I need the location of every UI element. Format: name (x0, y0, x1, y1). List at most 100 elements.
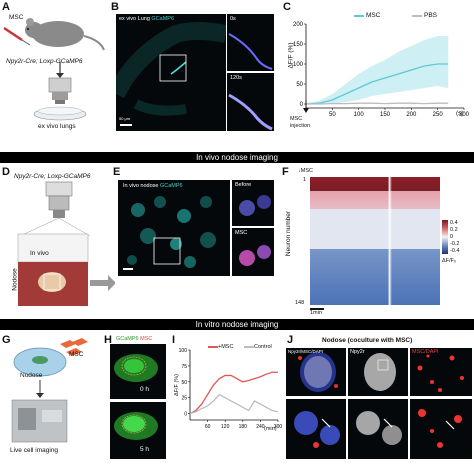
f-scale-bar (310, 308, 324, 310)
panel-d-letter: D (2, 166, 10, 178)
x-tick-label: 250 (433, 112, 444, 118)
j-msc-zoom (410, 399, 472, 459)
panel-g-letter: G (2, 334, 11, 346)
j-npy2r-image: Npy2r (348, 348, 408, 396)
panel-h: GCaMP6 MSC 0 h 5 h (108, 336, 168, 461)
heatmap-row (310, 275, 440, 277)
lung-micrograph: ex vivo Lung GCaMP6 50 μm (116, 14, 226, 131)
heatmap-row (310, 255, 440, 257)
j-merge-label: Npy2r/MSC/DAPI (288, 349, 324, 354)
x-tick-label: 240 (256, 424, 265, 430)
chart-i-xlabel: (min) (264, 426, 277, 432)
j-merge-zoom (286, 399, 346, 459)
heatmap-row (310, 183, 440, 185)
cbar-tick: 0 (450, 234, 454, 240)
cbar-tick: 0.4 (450, 220, 458, 226)
series-line (189, 371, 278, 415)
heatmap-row (310, 299, 440, 301)
y-tick-label: 100 (179, 348, 188, 354)
in-vivo-label: In vivo (30, 250, 49, 257)
panel-b-letter: B (111, 1, 119, 13)
nodose-gcamp-text: GCaMP6 (160, 183, 183, 189)
mouse-injection-illustration (3, 18, 105, 121)
heatmap-row (310, 217, 440, 219)
panel-j-letter: J (287, 334, 294, 346)
legend-i-control: Control (254, 344, 272, 350)
panel-e-letter: E (113, 166, 121, 178)
msc-injection-label: MSC injection (290, 116, 311, 129)
y-tick-label: 200 (293, 22, 304, 28)
heatmap-row (310, 215, 440, 217)
heatmap-row (310, 179, 440, 181)
heatmap-row (310, 257, 440, 259)
j-npy2r-label: Npy2r (350, 349, 365, 355)
heatmap-row (310, 209, 440, 211)
g-msc-label: MSC (69, 351, 84, 358)
heatmap-row (310, 273, 440, 275)
banner-in-vitro: In vitro nodose imaging (0, 319, 474, 330)
x-tick-label: 300 (459, 112, 470, 118)
f-msc-text: MSC (300, 168, 313, 174)
heatmap-row (310, 191, 440, 193)
panel-f: ↓MSC Neuron number 1 148 1min 0.4 0.2 0 … (284, 168, 474, 316)
legend-c-pbs: PBS (424, 12, 438, 19)
heatmap-row (310, 289, 440, 291)
j-msc-image: MSC/DAPI (410, 348, 472, 396)
panel-d: Npy2r-Cre; Loxp-GCaMP6 In vivo Nodose (0, 168, 115, 310)
lung-inset-0s: 0s (227, 14, 274, 71)
panel-i: 60 120 180 240 300 0 25 50 75 100 +MSC Control ΔF… (174, 334, 284, 434)
j-title: Nodose (coculture with MSC) (322, 337, 413, 344)
heatmap-row (310, 239, 440, 241)
mouse-genotype: Npy2r-Cre; Loxp-GCaMP6 (6, 58, 83, 65)
heatmap-row (310, 185, 440, 187)
cbar-tick: -0.4 (450, 248, 460, 254)
h-image-0h: 0 h (110, 344, 166, 399)
heatmap-row (310, 285, 440, 287)
heatmap-row (310, 301, 440, 303)
x-tick-label: 100 (354, 112, 365, 118)
heatmap-row (310, 243, 440, 245)
lung-inset-120s: 120s (227, 73, 274, 131)
heatmap-row (310, 253, 440, 255)
nodose-micrograph: In vivo nodose GCaMP6 (118, 180, 230, 276)
h-label-0h: 0 h (140, 386, 150, 393)
h-legend: GCaMP6 MSC (116, 336, 152, 342)
heatmap-row (310, 283, 440, 285)
heatmap-row (310, 231, 440, 233)
heatmap-row (310, 227, 440, 229)
legend-c-msc: MSC (366, 12, 381, 19)
f-msc-marker: ↓MSC (298, 168, 313, 174)
h-msc-text: MSC (140, 336, 153, 342)
heatmap-row (310, 181, 440, 183)
panel-g: MSC Nodose Live cell imaging (0, 334, 105, 461)
g-caption: Live cell imaging (10, 447, 59, 454)
series-band (306, 36, 449, 104)
heatmap-row (310, 197, 440, 199)
nodose-title: In vivo nodose GCaMP6 (123, 183, 183, 189)
h-label-5h: 5 h (140, 446, 150, 453)
heatmap-row (310, 187, 440, 189)
heatmap-row (310, 261, 440, 263)
y-tick-label: 75 (181, 364, 187, 370)
heatmap-row (310, 269, 440, 271)
y-tick-label: 25 (181, 396, 187, 402)
heatmap-row (310, 279, 440, 281)
inset-0s-label: 0s (230, 16, 236, 22)
y-tick-label: 150 (293, 42, 304, 48)
x-tick-label: 60 (205, 424, 211, 430)
f-scale-text: 1min (310, 310, 322, 316)
series-line (189, 393, 279, 415)
heatmap-row (310, 233, 440, 235)
heatmap-row (310, 249, 440, 251)
nodose-scale-bar (123, 268, 133, 270)
nodose-title-text: In vivo nodose (123, 183, 159, 189)
heatmap-row (310, 189, 440, 191)
j-npy2r-zoom (348, 399, 408, 459)
heatmap-row (310, 221, 440, 223)
colorbar (442, 220, 448, 254)
f-top-index: 1 (303, 177, 307, 183)
heatmap-row (310, 205, 440, 207)
msc-label: MSC (9, 14, 24, 21)
lung-gcamp-text: GCaMP6 (151, 16, 175, 22)
y-tick-label: 50 (181, 380, 187, 386)
